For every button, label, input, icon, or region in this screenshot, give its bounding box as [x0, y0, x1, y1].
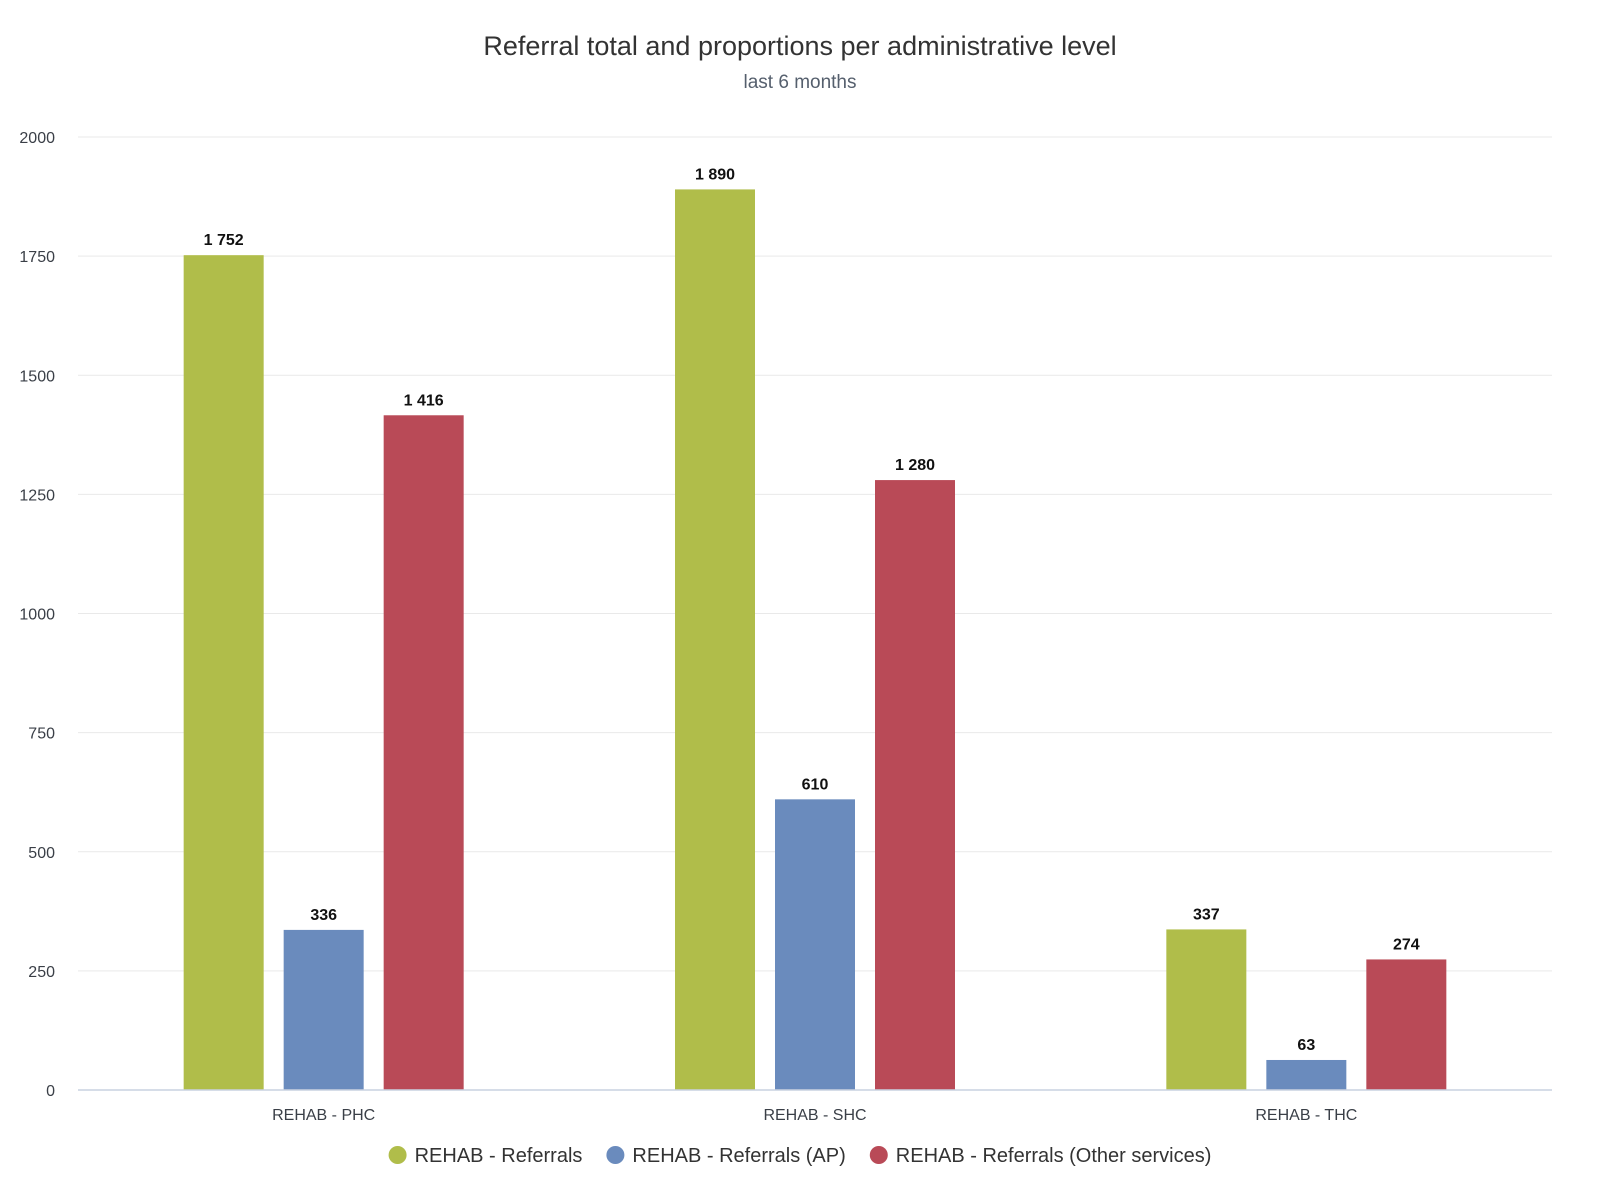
y-tick-label: 1750 — [19, 249, 55, 266]
legend-marker — [388, 1146, 407, 1164]
bars — [183, 189, 1447, 1091]
chart-subtitle: last 6 months — [744, 72, 857, 93]
chart-title: Referral total and proportions per admin… — [483, 31, 1116, 61]
legend: REHAB - Referrals REHAB - Referrals (AP) R… — [388, 1145, 1212, 1167]
bar[interactable] — [283, 929, 364, 1090]
y-tick-label: 1500 — [19, 368, 55, 385]
data-label: 1 890 — [695, 166, 735, 183]
bar[interactable] — [183, 255, 264, 1090]
y-tick-label: 1000 — [19, 607, 55, 624]
bar[interactable] — [383, 415, 464, 1090]
category-label: REHAB - SHC — [763, 1107, 866, 1124]
data-label: 1 752 — [204, 232, 244, 249]
data-label: 336 — [310, 907, 337, 924]
legend-marker — [606, 1146, 625, 1164]
data-labels: 1 752 336 1 416 1 890 610 1 280 337 63 274 — [204, 166, 1420, 1054]
data-label: 337 — [1193, 906, 1220, 923]
legend-label: REHAB - Referrals — [415, 1145, 583, 1167]
data-label: 1 280 — [895, 457, 935, 474]
bar[interactable] — [875, 480, 955, 1091]
data-label: 274 — [1393, 936, 1420, 953]
grid-lines — [78, 136, 1552, 972]
data-label: 1 416 — [404, 392, 444, 409]
legend-label: REHAB - Referrals (Other services) — [896, 1145, 1212, 1167]
bar[interactable] — [775, 799, 855, 1090]
data-label: 63 — [1297, 1037, 1315, 1054]
bar[interactable] — [1366, 959, 1447, 1090]
data-label: 610 — [802, 776, 829, 793]
bar[interactable] — [675, 189, 755, 1091]
y-tick-label: 500 — [28, 845, 55, 862]
y-tick-label: 250 — [28, 964, 55, 981]
y-tick-label: 1250 — [19, 487, 55, 504]
legend-label: REHAB - Referrals (AP) — [632, 1145, 845, 1167]
x-axis-categories: REHAB - PHC REHAB - SHC REHAB - THC — [272, 1107, 1357, 1124]
legend-marker — [869, 1146, 888, 1164]
legend-item[interactable]: REHAB - Referrals — [388, 1145, 583, 1167]
y-axis-ticks: 0 250 500 750 1000 1250 1500 1750 2000 — [19, 130, 55, 1100]
bar[interactable] — [1266, 1059, 1347, 1090]
legend-item[interactable]: REHAB - Referrals (Other services) — [869, 1145, 1212, 1167]
y-tick-label: 2000 — [19, 130, 55, 147]
y-tick-label: 0 — [46, 1083, 55, 1100]
bar[interactable] — [1166, 929, 1247, 1090]
y-tick-label: 750 — [28, 726, 55, 743]
category-label: REHAB - PHC — [272, 1107, 375, 1124]
legend-item[interactable]: REHAB - Referrals (AP) — [606, 1145, 846, 1167]
category-label: REHAB - THC — [1255, 1107, 1357, 1124]
